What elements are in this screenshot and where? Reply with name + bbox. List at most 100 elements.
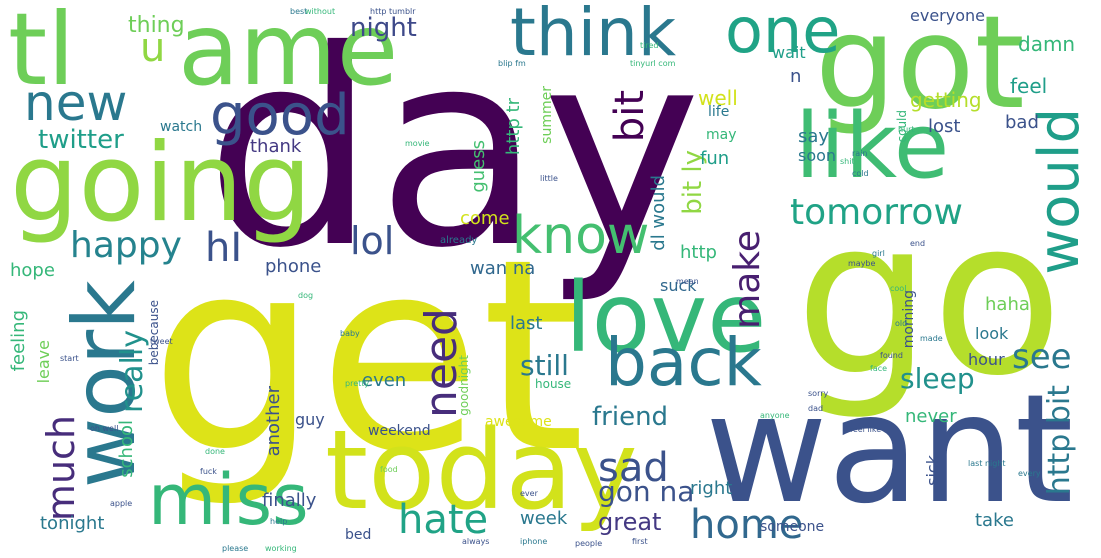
word-shit: shit bbox=[840, 157, 855, 166]
word-u: u bbox=[140, 25, 166, 71]
word-fuck: fuck bbox=[200, 467, 217, 476]
word-happy: happy bbox=[70, 225, 182, 266]
word-dl-would: dl would bbox=[648, 175, 669, 251]
word-week: week bbox=[520, 508, 568, 529]
word-tinyurl-com: tinyurl com bbox=[630, 59, 676, 68]
word-right: right bbox=[690, 478, 733, 499]
word-hurt: hurt bbox=[898, 125, 915, 134]
word-well: well bbox=[698, 86, 738, 110]
word-maybe: maybe bbox=[848, 259, 876, 268]
word-first: first bbox=[632, 537, 648, 546]
word-going: going bbox=[10, 121, 312, 246]
word-finally: finally bbox=[262, 490, 317, 511]
word-tomorrow: tomorrow bbox=[790, 192, 963, 233]
word-little: little bbox=[540, 174, 558, 183]
word-great: great bbox=[598, 508, 662, 536]
word-tired: tired bbox=[640, 41, 659, 50]
word-end: end bbox=[910, 239, 926, 248]
word-feeling: feeling bbox=[8, 310, 29, 372]
word-rain: rain bbox=[852, 149, 868, 158]
word-people: people bbox=[575, 539, 603, 548]
word-night: night bbox=[350, 13, 417, 43]
word-thank: thank bbox=[250, 136, 302, 157]
word-apple: apple bbox=[110, 499, 133, 508]
word-suck: suck bbox=[660, 276, 697, 295]
word-help: help bbox=[270, 517, 288, 526]
word-wait: wait bbox=[772, 43, 806, 62]
word-http-bit: http bit bbox=[1042, 385, 1077, 496]
word-leave: leave bbox=[34, 340, 53, 384]
word-new: new bbox=[24, 74, 128, 132]
word-haha: haha bbox=[985, 294, 1030, 315]
word-http-tumblr: http tumblr bbox=[370, 7, 416, 16]
word-bad: bad bbox=[1005, 112, 1039, 133]
word-see: see bbox=[1012, 337, 1072, 377]
word-really: really bbox=[115, 330, 150, 413]
word-every: every bbox=[1018, 469, 1041, 478]
word-never: never bbox=[905, 406, 957, 427]
word-done: done bbox=[205, 447, 225, 456]
word-ever: ever bbox=[520, 489, 538, 498]
word-dad: dad bbox=[808, 404, 824, 413]
word-say: say bbox=[798, 126, 830, 147]
word-back: back bbox=[605, 324, 762, 401]
word-face: face bbox=[870, 364, 888, 373]
word-sorry: sorry bbox=[808, 389, 829, 398]
word-tweet: tweet bbox=[150, 337, 173, 346]
word-hate: hate bbox=[398, 497, 489, 543]
word-wan-na: wan na bbox=[470, 258, 536, 279]
word-working: working bbox=[265, 544, 297, 553]
word-tl: tl bbox=[8, 0, 75, 108]
word-oh-well: oh well bbox=[90, 424, 119, 433]
word-awesome: awesome bbox=[485, 414, 552, 430]
word-summer: summer bbox=[539, 86, 555, 144]
word-last-night: last night bbox=[968, 459, 1006, 468]
word-dog: dog bbox=[298, 291, 314, 300]
word-old: old bbox=[895, 319, 908, 328]
word-tonight: tonight bbox=[40, 513, 105, 534]
word-one: one bbox=[725, 0, 841, 67]
word-come: come bbox=[460, 208, 510, 229]
word-twitter: twitter bbox=[38, 125, 124, 155]
word-n: n bbox=[790, 66, 802, 87]
word-get: get bbox=[150, 203, 586, 511]
word-blip-fm: blip fm bbox=[498, 59, 526, 68]
word-hI: hI bbox=[205, 225, 243, 271]
word-cool: cool bbox=[890, 284, 907, 293]
word-girl: girl bbox=[872, 249, 885, 258]
word-baby: baby bbox=[340, 329, 360, 338]
word-even: even bbox=[362, 370, 407, 391]
word-sick: sick bbox=[923, 455, 942, 486]
word-mean: mean bbox=[676, 277, 699, 286]
word-movie: movie bbox=[405, 139, 430, 148]
word-goodnight: goodnight bbox=[457, 355, 471, 416]
word-lost: lost bbox=[928, 116, 961, 137]
word-lol: lol bbox=[350, 219, 395, 263]
word-http: http bbox=[680, 242, 717, 263]
word-watch: watch bbox=[160, 119, 203, 135]
word-guess: guess bbox=[468, 140, 489, 193]
word-love: love bbox=[565, 262, 767, 374]
word-found: found bbox=[880, 351, 903, 360]
word-school: school bbox=[116, 420, 137, 478]
word-without: without bbox=[305, 7, 336, 16]
word-know: know bbox=[512, 206, 650, 266]
word-everyone: everyone bbox=[910, 6, 985, 25]
word-much: much bbox=[39, 415, 83, 522]
word-like: like bbox=[795, 94, 950, 199]
word-gon-na: gon na bbox=[598, 475, 695, 508]
word-made: made bbox=[920, 334, 943, 343]
word-home: home bbox=[690, 502, 804, 548]
word-house: house bbox=[535, 377, 572, 391]
word-always: always bbox=[462, 537, 490, 546]
word-food: food bbox=[380, 465, 398, 474]
word-today: today bbox=[325, 406, 638, 534]
word-last: last bbox=[510, 313, 543, 334]
word-sleep: sleep bbox=[900, 362, 975, 395]
word-good: good bbox=[210, 83, 350, 148]
word-please: please bbox=[222, 544, 249, 553]
word-friend: friend bbox=[592, 402, 669, 432]
word-pretty: pretty bbox=[345, 379, 370, 388]
word-thing: thing bbox=[128, 13, 185, 38]
word-another: another bbox=[263, 386, 284, 457]
